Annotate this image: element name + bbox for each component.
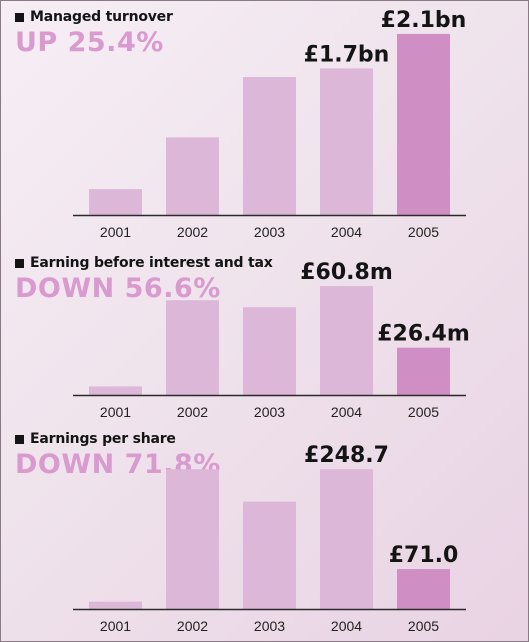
bar-2004 [320,469,373,609]
bar-2003 [243,501,296,609]
bar-2002 [166,137,219,215]
data-label-2004: £60.8m [300,260,393,285]
x-tick-label: 2001 [100,224,131,240]
x-tick-label: 2001 [100,618,131,634]
panel-eps: Earnings per share DOWN 71.8% 2001 2002 20… [1,426,528,641]
bar-2004 [320,68,373,215]
bullet-square-icon [15,12,24,22]
data-label-2005: £2.1bn [381,8,467,33]
panel-title-row: Earnings per share [15,431,176,447]
data-label-2005: £71.0 [389,543,459,568]
x-tick-label: 2005 [408,618,439,634]
bar-chart-ebit: 2001 2002 2003 2004 2005 £60.8m £26.4m [73,260,470,420]
data-label-2004: £248.7 [304,443,389,468]
panel-headline: DOWN 56.6% [15,273,221,304]
x-tick-label: 2003 [254,404,285,420]
bar-chart-managed-turnover: 2001 2002 2003 2004 2005 £1.7bn £2.1bn [73,8,467,240]
x-tick-label: 2005 [408,224,439,240]
x-tick-label: 2003 [254,618,285,634]
bar-2005 [397,347,450,395]
x-tick-label: 2005 [408,404,439,420]
bar-2002 [166,469,219,609]
panel-headline: UP 25.4% [15,27,164,58]
data-label-2005: £26.4m [377,322,470,347]
x-tick-label: 2004 [331,618,362,634]
x-tick-label: 2004 [331,224,362,240]
bar-2004 [320,286,373,395]
x-tick-label: 2002 [177,404,208,420]
x-tick-label: 2004 [331,404,362,420]
bar-2001 [89,189,142,215]
x-tick-label: 2001 [100,404,131,420]
bullet-square-icon [15,434,24,444]
data-label-2004: £1.7bn [304,42,390,67]
bar-2001 [89,386,142,395]
x-tick-label: 2003 [254,224,285,240]
bar-2005 [397,33,450,215]
panel-ebit: Earning before interest and tax DOWN 56.… [1,246,528,426]
panel-title: Managed turnover [30,9,173,25]
x-tick-label: 2002 [177,618,208,634]
bar-2003 [243,307,296,395]
bar-2001 [89,601,142,609]
x-tick-label: 2002 [177,224,208,240]
panel-managed-turnover: Managed turnover UP 25.4% 2001 2002 2003 20… [1,1,528,246]
bar-2002 [166,300,219,395]
panel-title-row: Earning before interest and tax [15,255,273,271]
bullet-square-icon [15,258,24,268]
bar-chart-eps: 2001 2002 2003 2004 2005 £248.7 £71.0 [73,443,466,634]
panel-title: Earning before interest and tax [30,255,273,271]
panel-title: Earnings per share [30,431,176,447]
bar-2003 [243,77,296,216]
panel-title-row: Managed turnover [15,9,173,25]
bar-2005 [397,569,450,609]
